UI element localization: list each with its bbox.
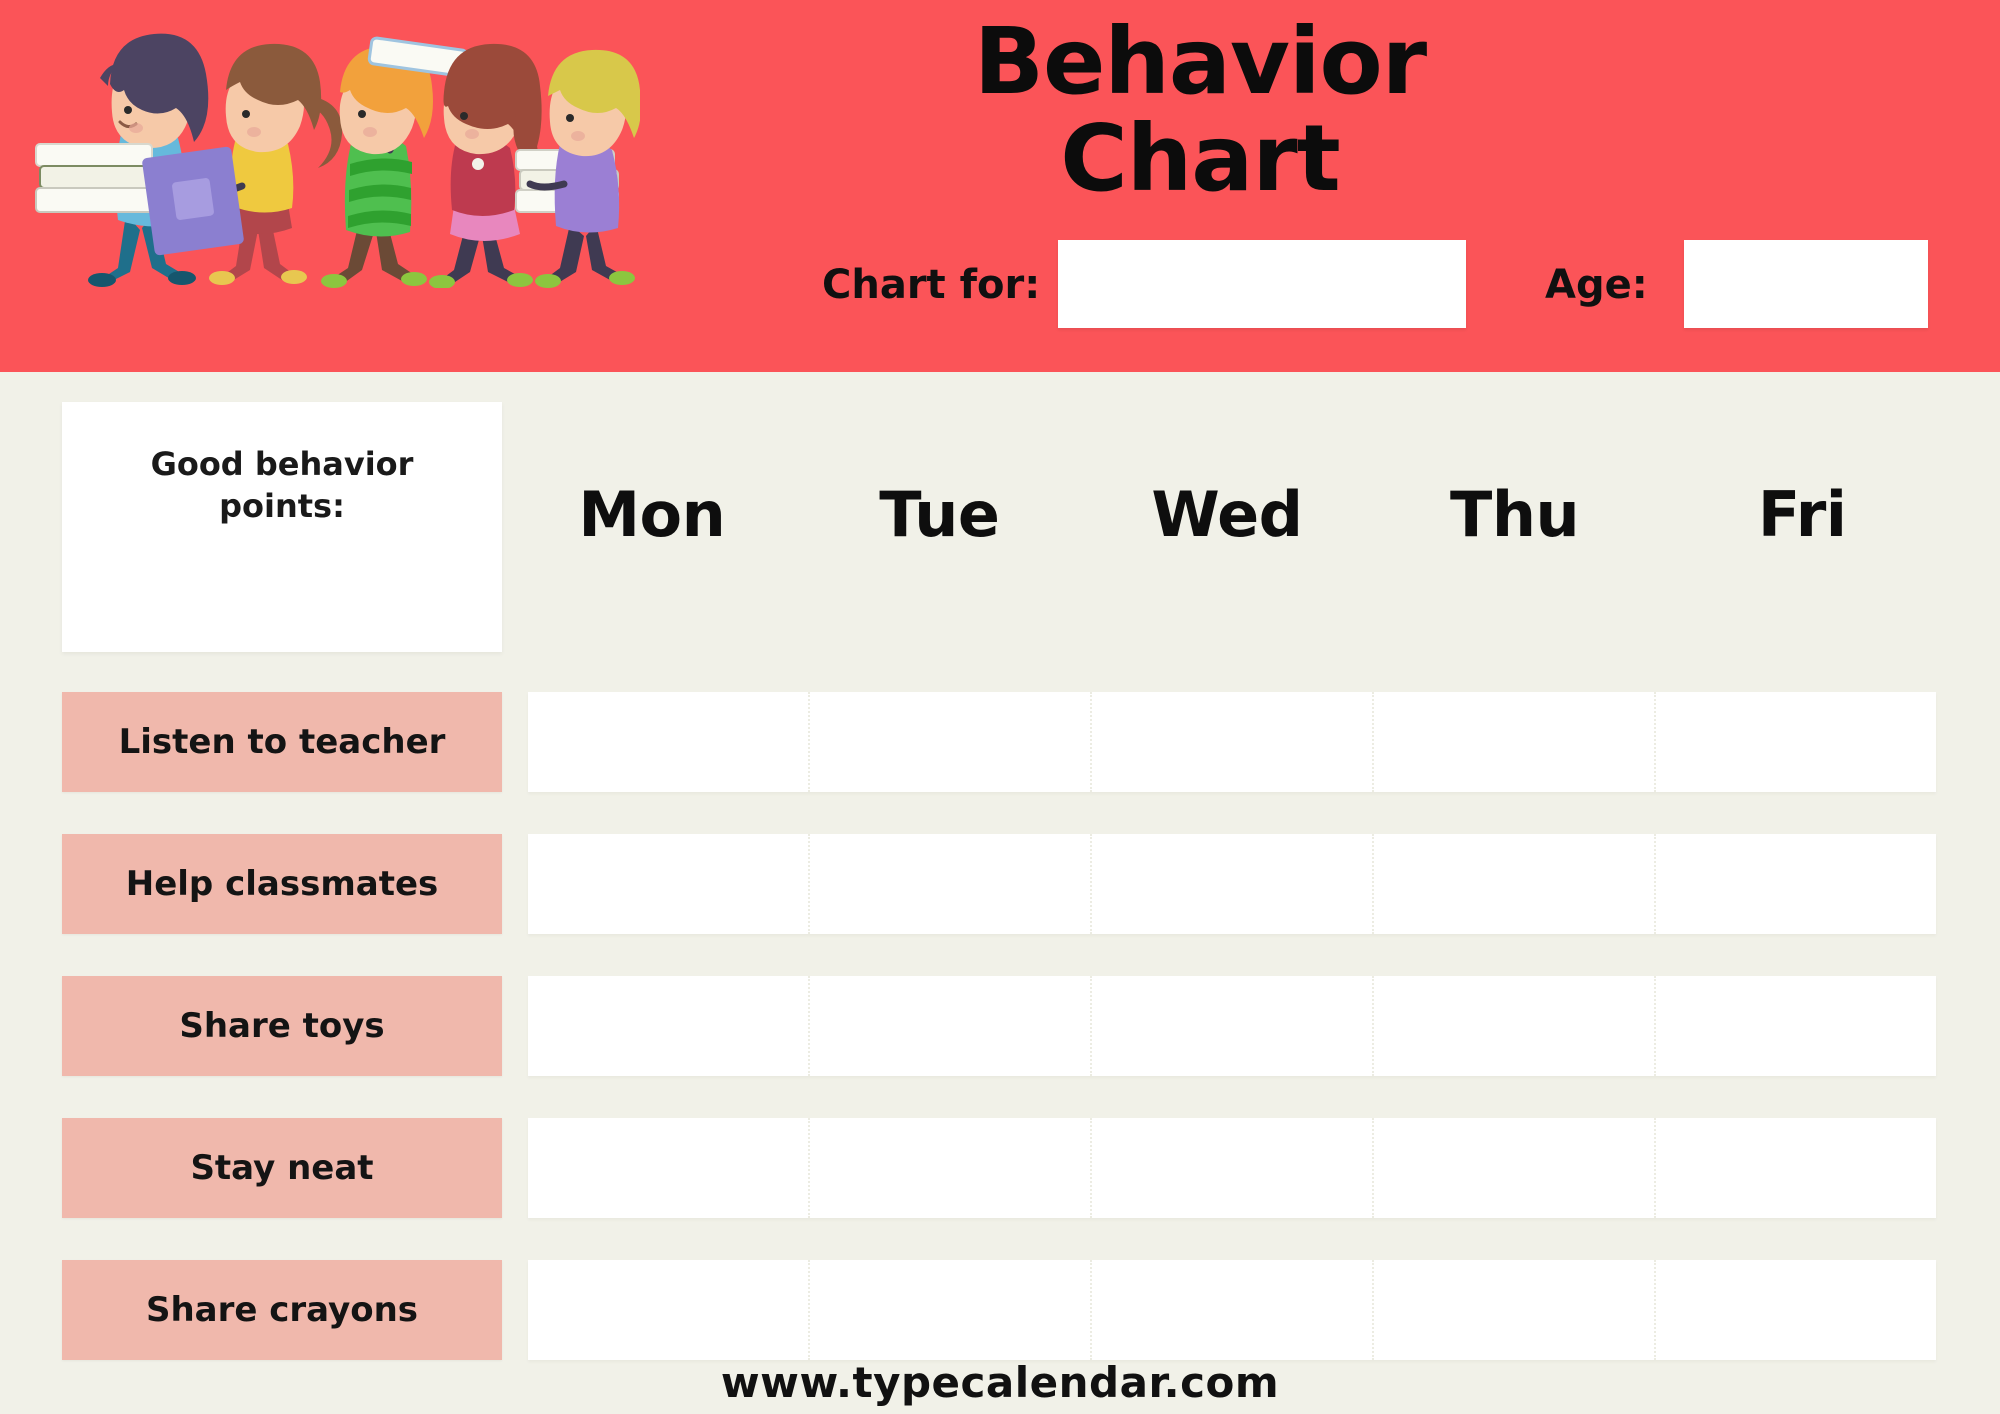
age-input[interactable] — [1684, 240, 1928, 328]
table-row: Share toys — [0, 976, 2000, 1076]
child-2 — [142, 43, 343, 285]
cell-share-toys-wed[interactable] — [1092, 976, 1374, 1076]
cell-share-crayons-wed[interactable] — [1092, 1260, 1374, 1360]
header-banner: Behavior Chart Chart for: Age: — [0, 0, 2000, 372]
row-cells-stay-neat — [528, 1118, 1936, 1218]
row-label-help-classmates: Help classmates — [62, 834, 502, 934]
footer-url: www.typecalendar.com — [720, 1358, 1280, 1407]
behavior-rows: Listen to teacher Help classmates Share … — [0, 692, 2000, 1402]
cell-listen-to-teacher-thu[interactable] — [1374, 692, 1656, 792]
cell-stay-neat-mon[interactable] — [528, 1118, 810, 1218]
cell-share-crayons-mon[interactable] — [528, 1260, 810, 1360]
row-label-share-toys: Share toys — [62, 976, 502, 1076]
children-carrying-books-illustration — [35, 33, 640, 288]
day-header-wed: Wed — [1151, 478, 1303, 551]
cell-listen-to-teacher-wed[interactable] — [1092, 692, 1374, 792]
chart-for-label: Chart for: — [822, 262, 1041, 308]
table-row: Help classmates — [0, 834, 2000, 934]
day-header-fri: Fri — [1757, 478, 1847, 551]
cell-stay-neat-tue[interactable] — [810, 1118, 1092, 1218]
row-label-stay-neat: Stay neat — [62, 1118, 502, 1218]
day-header-tue: Tue — [879, 478, 1000, 551]
row-cells-listen-to-teacher — [528, 692, 1936, 792]
day-header-thu: Thu — [1450, 478, 1580, 551]
cell-listen-to-teacher-fri[interactable] — [1656, 692, 1936, 792]
cell-stay-neat-fri[interactable] — [1656, 1118, 1936, 1218]
cell-share-toys-mon[interactable] — [528, 976, 810, 1076]
row-label-share-crayons: Share crayons — [62, 1260, 502, 1360]
child-3 — [321, 36, 469, 288]
cell-share-toys-tue[interactable] — [810, 976, 1092, 1076]
header-fields: Chart for: Age: — [810, 240, 1970, 340]
cell-help-classmates-fri[interactable] — [1656, 834, 1936, 934]
page-title: Behavior Chart — [973, 8, 1427, 212]
cell-help-classmates-thu[interactable] — [1374, 834, 1656, 934]
row-cells-share-crayons — [528, 1260, 1936, 1360]
cell-stay-neat-wed[interactable] — [1092, 1118, 1374, 1218]
day-header-row: Mon Tue Wed Thu Fri — [508, 460, 1946, 570]
cell-share-toys-thu[interactable] — [1374, 976, 1656, 1076]
day-header-mon: Mon — [578, 478, 726, 551]
book-purple — [142, 146, 244, 256]
row-cells-share-toys — [528, 976, 1936, 1076]
cell-share-toys-fri[interactable] — [1656, 976, 1936, 1076]
row-cells-help-classmates — [528, 834, 1936, 934]
cell-listen-to-teacher-tue[interactable] — [810, 692, 1092, 792]
table-row: Share crayons — [0, 1260, 2000, 1360]
child-5 — [526, 49, 640, 288]
cell-help-classmates-wed[interactable] — [1092, 834, 1374, 934]
cell-stay-neat-thu[interactable] — [1374, 1118, 1656, 1218]
cell-help-classmates-mon[interactable] — [528, 834, 810, 934]
good-behavior-points-label: Good behavior points: — [150, 445, 414, 525]
book-stack-1 — [35, 143, 159, 213]
age-label: Age: — [1545, 262, 1648, 308]
cell-listen-to-teacher-mon[interactable] — [528, 692, 810, 792]
chart-for-input[interactable] — [1058, 240, 1466, 328]
cell-share-crayons-tue[interactable] — [810, 1260, 1092, 1360]
cell-help-classmates-tue[interactable] — [810, 834, 1092, 934]
good-behavior-points-box[interactable]: Good behavior points: — [62, 402, 502, 652]
cell-share-crayons-thu[interactable] — [1374, 1260, 1656, 1360]
table-row: Listen to teacher — [0, 692, 2000, 792]
table-row: Stay neat — [0, 1118, 2000, 1218]
row-label-listen-to-teacher: Listen to teacher — [62, 692, 502, 792]
cell-share-crayons-fri[interactable] — [1656, 1260, 1936, 1360]
